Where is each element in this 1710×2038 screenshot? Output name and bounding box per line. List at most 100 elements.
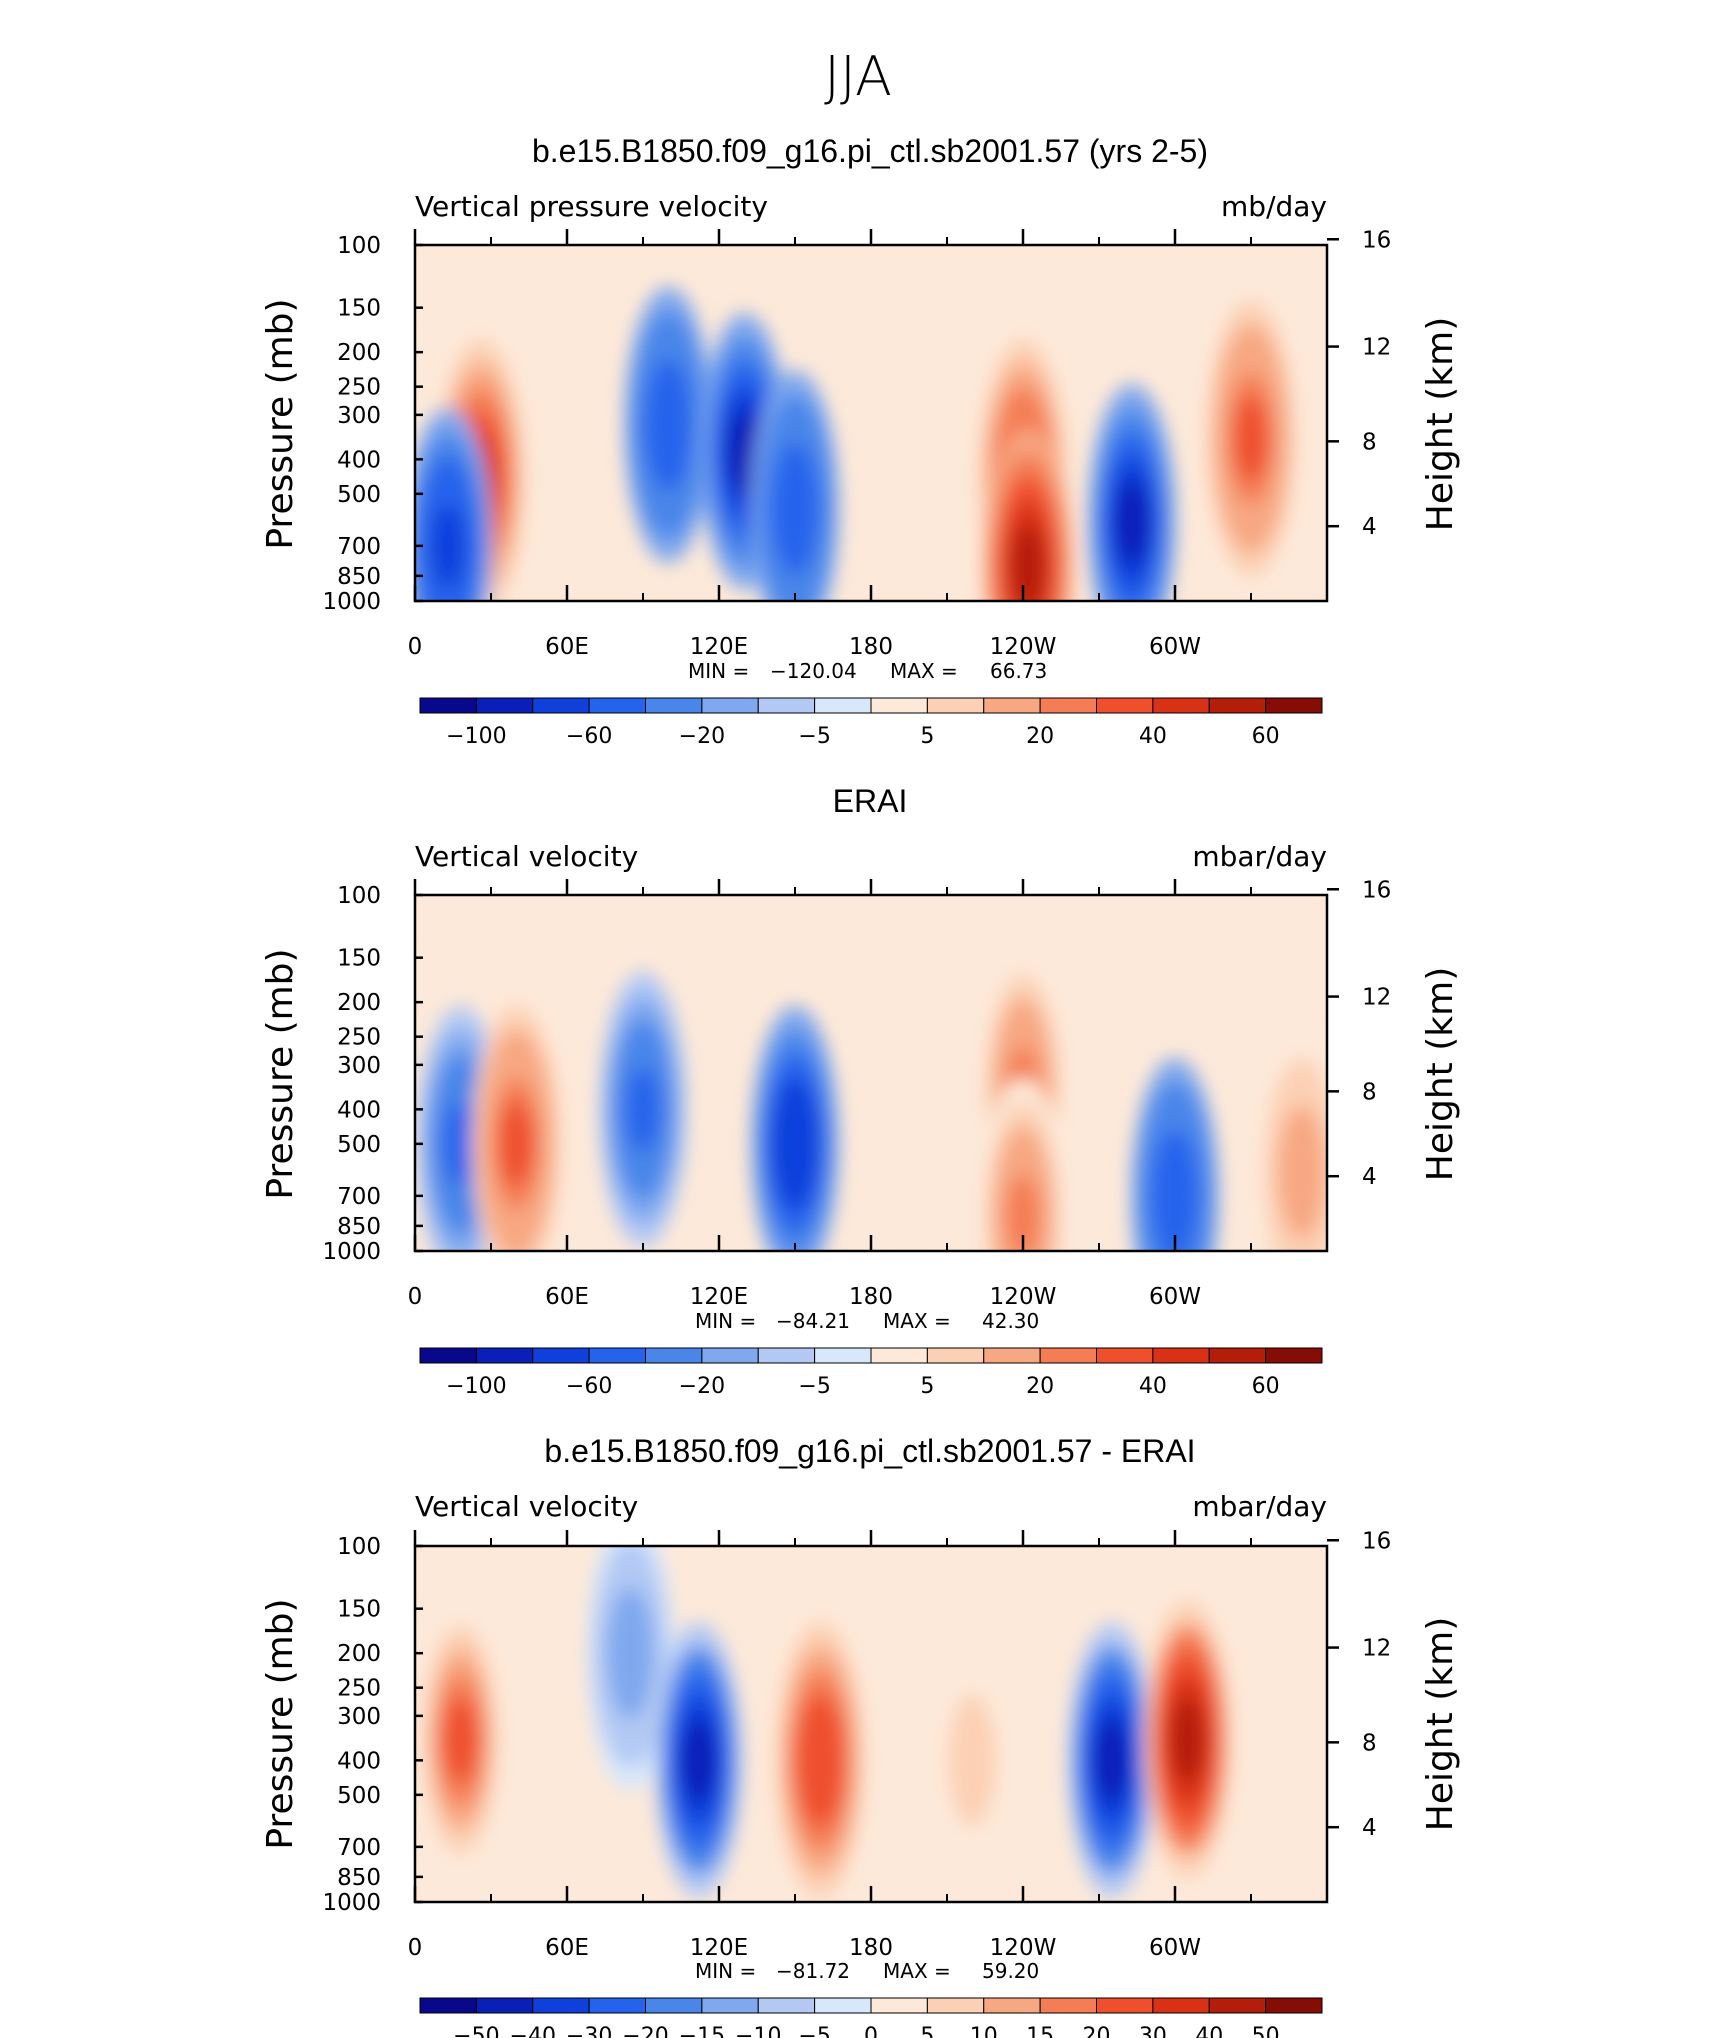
y-tick-label: 700 <box>337 534 381 560</box>
y-tick-label: 300 <box>337 403 381 429</box>
colorbar-swatch <box>588 1997 646 2014</box>
colorbar-swatch <box>1152 1347 1210 1364</box>
contour-field <box>415 245 1327 601</box>
colorbar-label: −100 <box>446 1374 506 1399</box>
panel-title: b.e15.B1850.f09_g16.pi_ctl.sb2001.57 (yr… <box>532 133 1208 169</box>
contour-blob <box>651 382 686 467</box>
x-tick-label: 120E <box>690 1935 748 1961</box>
contour-blob <box>443 1101 478 1186</box>
colorbar-swatch <box>1265 1997 1323 2014</box>
colorbar-swatch <box>419 1997 477 2014</box>
colorbar-swatch <box>983 1347 1041 1364</box>
colorbar-swatch <box>1208 1997 1267 2014</box>
colorbar-swatch <box>419 1347 477 1364</box>
right-label: mbar/day <box>1192 1490 1327 1523</box>
left-label: Vertical velocity <box>415 840 638 873</box>
colorbar-swatch <box>701 1997 759 2014</box>
contour-blob <box>778 466 812 551</box>
y-tick-label: 100 <box>337 1534 381 1560</box>
left-label: Vertical velocity <box>415 1490 638 1523</box>
contour-blob <box>1115 480 1149 565</box>
y-tick-label: 700 <box>337 1184 381 1210</box>
y-right-tick-label: 16 <box>1362 877 1391 903</box>
y-tick-label: 1000 <box>322 1890 381 1916</box>
contour-blob <box>1011 524 1045 601</box>
y-axis-title: Pressure (mb) <box>260 948 301 1199</box>
x-tick-label: 0 <box>408 1935 423 1961</box>
y-right-tick-label: 4 <box>1362 1164 1377 1190</box>
y-tick-label: 500 <box>337 482 381 508</box>
colorbar-swatch <box>757 1347 816 1364</box>
max-value: 59.20 <box>982 1959 1039 1983</box>
min-value: −81.72 <box>776 1959 850 1983</box>
y-axis-title: Pressure (mb) <box>260 298 301 549</box>
y-right-tick-label: 12 <box>1362 985 1391 1011</box>
colorbar-swatch <box>588 697 646 714</box>
y-tick-label: 100 <box>337 233 381 259</box>
y-tick-label: 700 <box>337 1835 381 1861</box>
min-label: MIN = <box>695 1959 756 1983</box>
x-tick-label: 60E <box>545 1935 589 1961</box>
colorbar-label: 0 <box>864 2024 878 2038</box>
panel-title: b.e15.B1850.f09_g16.pi_ctl.sb2001.57 - E… <box>544 1433 1195 1469</box>
colorbar-label: −40 <box>510 2024 556 2038</box>
contour-blob <box>1006 1174 1040 1251</box>
y-tick-label: 850 <box>337 1214 381 1240</box>
y-tick-label: 250 <box>337 1025 381 1051</box>
x-tick-label: 180 <box>849 1284 893 1310</box>
y-tick-label: 500 <box>337 1783 381 1809</box>
colorbar-label: 50 <box>1252 2024 1280 2038</box>
colorbar-label: 5 <box>920 1374 934 1399</box>
colorbar-label: 20 <box>1026 1374 1054 1399</box>
colorbar-label: 20 <box>1083 2024 1111 2038</box>
max-label: MAX = <box>883 1959 951 1983</box>
y-tick-label: 150 <box>337 296 381 322</box>
colorbar-swatch <box>645 1347 703 1364</box>
contour-blob <box>443 1697 478 1782</box>
panel-title: ERAI <box>833 783 908 819</box>
colorbar-label: −5 <box>798 724 830 749</box>
colorbar-swatch <box>475 1997 534 2014</box>
x-tick-label: 120E <box>690 1284 748 1310</box>
colorbar-swatch <box>419 697 477 714</box>
x-tick-label: 0 <box>408 634 423 660</box>
contour-blob <box>1158 1153 1192 1238</box>
panel-model: b.e15.B1850.f09_g16.pi_ctl.sb2001.57 (yr… <box>260 133 1461 749</box>
colorbar-swatch <box>983 697 1041 714</box>
colorbar-label: −20 <box>679 1374 725 1399</box>
colorbar-swatch <box>870 1997 928 2014</box>
colorbar-swatch <box>1039 697 1097 714</box>
colorbar-swatch <box>1096 1997 1154 2014</box>
colorbar-label: 10 <box>970 2024 998 2038</box>
y-right-tick-label: 8 <box>1362 1079 1377 1105</box>
contour-blob <box>803 1718 838 1803</box>
y-right-tick-label: 4 <box>1362 514 1377 540</box>
colorbar-swatch <box>475 697 534 714</box>
min-value: −120.04 <box>770 659 857 683</box>
colorbar-label: −20 <box>679 724 725 749</box>
contour-blob <box>1170 1697 1205 1782</box>
x-tick-label: 120E <box>690 634 748 660</box>
y-right-tick-label: 12 <box>1362 1636 1391 1662</box>
colorbar-swatch <box>1039 1347 1097 1364</box>
y-tick-label: 200 <box>337 1641 381 1667</box>
x-tick-label: 120W <box>990 634 1057 660</box>
y-right-tick-label: 16 <box>1362 1528 1391 1554</box>
contour-blob <box>1234 396 1268 481</box>
colorbar-swatch <box>814 697 872 714</box>
colorbar-label: −60 <box>566 1374 612 1399</box>
colorbar-swatch <box>926 697 985 714</box>
x-tick-label: 0 <box>408 1284 423 1310</box>
contour-blob <box>778 1101 812 1186</box>
y-tick-label: 150 <box>337 946 381 972</box>
x-tick-label: 120W <box>990 1935 1057 1961</box>
colorbar-label: −50 <box>453 2024 499 2038</box>
x-tick-label: 60W <box>1149 1935 1201 1961</box>
colorbar-swatch <box>588 1347 646 1364</box>
y-tick-label: 500 <box>337 1132 381 1158</box>
max-label: MAX = <box>890 659 958 683</box>
contour-blob <box>626 1067 660 1152</box>
colorbar-swatch <box>1096 697 1154 714</box>
colorbar-label: −10 <box>735 2024 781 2038</box>
